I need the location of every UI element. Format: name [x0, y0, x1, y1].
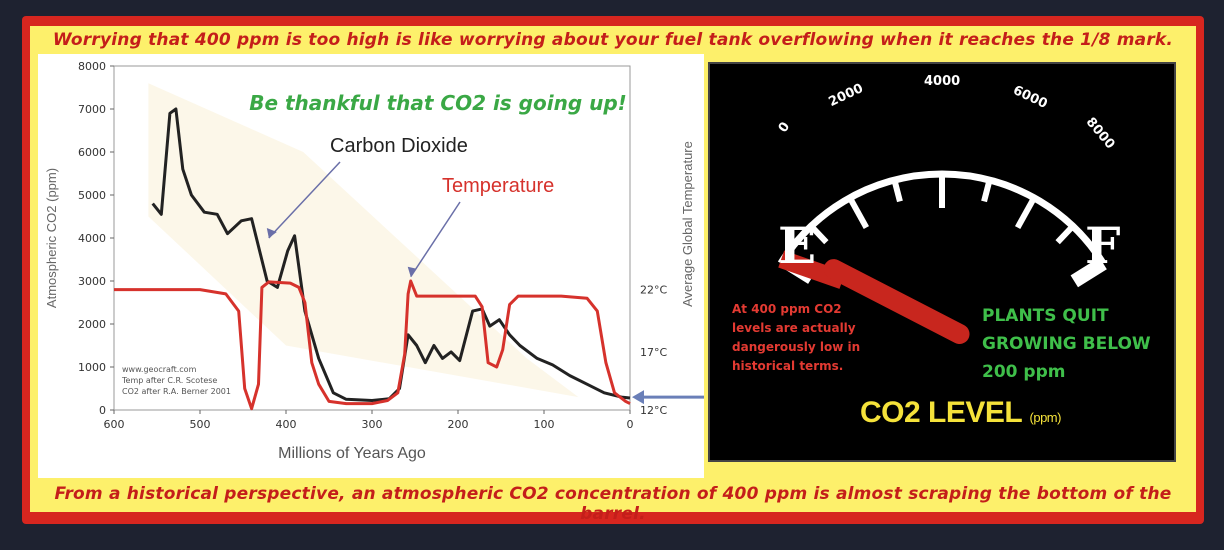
y2-tick-label: 12°C: [640, 404, 667, 417]
y-tick-label: 8000: [78, 60, 106, 73]
gauge-tick: [1055, 224, 1075, 245]
x-tick-label: 300: [362, 418, 383, 431]
temperature-arrow-head: [407, 266, 417, 277]
chart-credit-line: Temp after C.R. Scotese: [121, 376, 217, 385]
plants-line: GROWING BELOW: [982, 334, 1151, 354]
y-tick-label: 6000: [78, 146, 106, 159]
y2-tick-label: 22°C: [640, 284, 667, 297]
chart-credit-line: www.geocraft.com: [122, 365, 197, 374]
y-tick-label: 3000: [78, 275, 106, 288]
y-tick-label: 1000: [78, 361, 106, 374]
gauge-tick: [1015, 196, 1037, 230]
y2-tick-label: 17°C: [640, 346, 667, 359]
gauge-tick: [981, 179, 993, 203]
y-tick-label: 2000: [78, 318, 106, 331]
gauge-empty-label: E: [778, 216, 817, 275]
present-day-arrow-head: [632, 390, 644, 405]
chart-background-shape: [148, 83, 579, 398]
co2-annotation: Carbon Dioxide: [330, 135, 468, 157]
gauge-tick: [809, 224, 829, 245]
x-tick-label: 500: [190, 418, 211, 431]
x-tick-label: 200: [448, 418, 469, 431]
gauge-tick: [1070, 257, 1107, 288]
gauge-needle: [823, 259, 970, 344]
y-axis-label: Atmospheric CO2 (ppm): [44, 168, 59, 308]
co2-annotation-arrow: [268, 161, 341, 239]
warning-line: dangerously low in: [732, 340, 861, 354]
gauge-full-label: F: [1085, 216, 1121, 275]
co2-arrow-head: [266, 228, 277, 238]
gauge-graphic: [777, 170, 1107, 344]
fuel-gauge-panel: 0 2000 4000 6000 8000 E F At 400 ppm CO2…: [708, 62, 1176, 462]
x-tick-label: 600: [104, 418, 125, 431]
chart-panel: 0 1000 2000 3000 4000 5000 6000 7000 8000 600 500 4…: [38, 54, 704, 478]
temperature-annotation-arrow: [410, 201, 461, 278]
chart-headline: Be thankful that CO2 is going up!: [249, 91, 627, 115]
x-tick-label: 400: [276, 418, 297, 431]
warning-line: levels are actually: [732, 321, 856, 335]
gauge-tick: [891, 179, 903, 203]
y-tick-label: 5000: [78, 189, 106, 202]
gauge-scale-label-4000: 4000: [924, 74, 961, 89]
gauge-warning-note: At 400 ppm CO2 levels are actually dange…: [732, 300, 902, 376]
gauge-arc: [777, 170, 1107, 266]
y-tick-label: 4000: [78, 232, 106, 245]
co2-level-text: CO2 LEVEL: [860, 396, 1022, 429]
plants-line: 200 ppm: [982, 362, 1066, 382]
x-tick-label: 0: [627, 418, 634, 431]
bottom-banner: From a historical perspective, an atmosp…: [54, 484, 1172, 524]
temperature-series-line: [114, 279, 631, 411]
x-axis-label: Millions of Years Ago: [278, 445, 426, 462]
top-banner: Worrying that 400 ppm is too high is lik…: [52, 30, 1174, 50]
y-tick-label: 7000: [78, 103, 106, 116]
gauge-tick: [847, 196, 869, 230]
y-tick-label: 0: [99, 404, 106, 417]
plants-note: PLANTS QUIT GROWING BELOW 200 ppm: [982, 302, 1172, 386]
warning-line: At 400 ppm CO2: [732, 302, 842, 316]
co2-level-unit: (ppm): [1029, 410, 1062, 425]
plants-line: PLANTS QUIT: [982, 306, 1109, 326]
y2-axis-label: Average Global Temperature: [680, 141, 695, 307]
temperature-annotation: Temperature: [442, 175, 554, 197]
co2-level-title: CO2 LEVEL (ppm): [860, 396, 1061, 430]
x-tick-label: 100: [534, 418, 555, 431]
warning-line: historical terms.: [732, 359, 844, 373]
chart-credit-line: CO2 after R.A. Berner 2001: [122, 387, 231, 396]
